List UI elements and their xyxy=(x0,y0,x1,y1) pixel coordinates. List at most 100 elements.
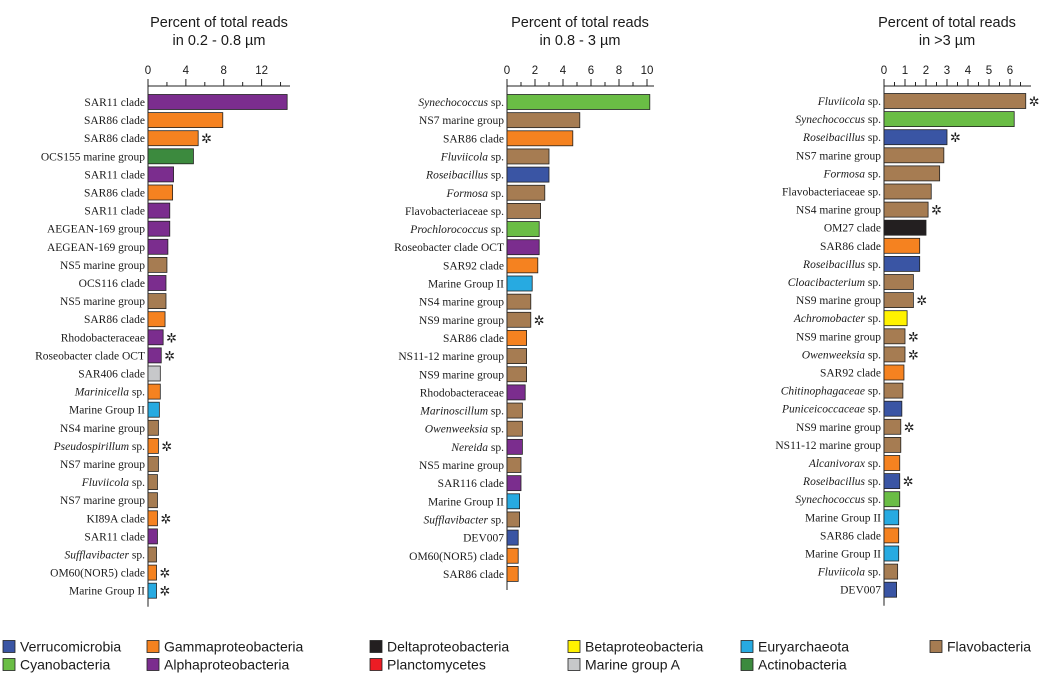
bar xyxy=(506,438,523,455)
category-name: SAR86 clade xyxy=(820,241,881,253)
category-label: Fluviicola sp. xyxy=(440,151,504,163)
legend-swatch xyxy=(929,640,943,653)
significance-star: ✲ xyxy=(903,475,914,490)
category-name: Rhodobacteraceae xyxy=(420,387,504,399)
category-name: SAR86 clade xyxy=(443,333,504,345)
category-suffix: sp. xyxy=(488,97,504,109)
bar xyxy=(147,528,158,545)
bar xyxy=(147,220,171,237)
bar xyxy=(147,365,161,382)
bar xyxy=(883,382,904,399)
category-name: SAR92 clade xyxy=(443,260,504,272)
category-label: NS9 marine group xyxy=(796,422,881,434)
category-label: NS4 marine group xyxy=(419,297,504,309)
bar xyxy=(883,436,902,453)
category-label: SAR86 clade xyxy=(84,115,145,127)
legend-label: Marine group A xyxy=(585,657,681,673)
category-name: Fluviicola xyxy=(817,96,866,108)
category-name: Flavobacteriaceae sp. xyxy=(405,206,504,218)
category-name: Roseibacillus xyxy=(802,259,865,271)
legend-item: Gammaproteobacteria xyxy=(146,639,304,655)
category-label: NS9 marine group xyxy=(419,369,504,381)
bar xyxy=(506,420,523,437)
panel-title-line: in >3 µm xyxy=(919,33,975,49)
category-name: NS4 marine group xyxy=(60,423,145,435)
bar xyxy=(506,457,522,473)
bar xyxy=(506,311,532,328)
x-tick-label: 0 xyxy=(145,65,151,77)
legend-item: Deltaproteobacteria xyxy=(369,639,509,655)
bar xyxy=(506,402,523,419)
category-suffix: sp. xyxy=(865,494,881,506)
category-label: Synechococcus sp. xyxy=(418,97,504,109)
category-name: Sufflavibacter xyxy=(65,550,130,562)
category-name: Fluviicola xyxy=(81,477,130,489)
legend-swatch xyxy=(146,658,160,671)
legend-label: Betaproteobacteria xyxy=(585,639,704,655)
category-name: Roseibacillus xyxy=(802,132,865,144)
category-name: OCS155 marine group xyxy=(41,151,145,163)
panel-title-line: in 0.8 - 3 µm xyxy=(540,33,621,49)
category-name: NS9 marine group xyxy=(796,422,881,434)
category-label: Flavobacteriaceae sp. xyxy=(405,206,504,218)
category-label: Pseudospirillum sp. xyxy=(53,441,145,453)
significance-star: ✲ xyxy=(904,421,915,436)
bar xyxy=(883,219,927,236)
category-suffix: sp. xyxy=(865,168,881,180)
x-tick-label: 4 xyxy=(560,65,567,77)
category-label: OCS155 marine group xyxy=(41,151,145,163)
category-name: NS5 marine group xyxy=(419,460,504,472)
category-label: Formosa sp. xyxy=(822,168,881,180)
legend-label: Euryarchaeota xyxy=(758,639,849,655)
bar xyxy=(147,184,174,201)
category-label: NS11-12 marine group xyxy=(775,440,881,452)
category-label: NS5 marine group xyxy=(419,460,504,472)
bar xyxy=(506,94,651,110)
category-name: Synechococcus xyxy=(418,97,488,109)
category-suffix: sp. xyxy=(865,132,881,144)
category-label: NS5 marine group xyxy=(60,260,145,272)
category-name: Pseudospirillum xyxy=(53,441,129,453)
category-name: NS4 marine group xyxy=(419,297,504,309)
significance-star: ✲ xyxy=(160,585,171,600)
bar xyxy=(883,111,1015,127)
x-tick-label: 0 xyxy=(504,65,510,77)
legend-label: Planctomycetes xyxy=(387,657,486,673)
category-name: SAR11 clade xyxy=(84,206,145,218)
category-name: Puniceicoccaceae xyxy=(781,404,865,416)
bar xyxy=(147,166,174,183)
bar xyxy=(506,330,528,346)
bar xyxy=(147,275,167,291)
category-name: NS4 marine group xyxy=(796,205,881,217)
bar xyxy=(883,364,905,381)
category-name: SAR11 clade xyxy=(84,169,145,181)
category-label: NS9 marine group xyxy=(419,315,504,327)
x-tick-label: 8 xyxy=(221,65,227,77)
bar xyxy=(147,401,160,418)
category-suffix: sp. xyxy=(865,277,881,289)
category-label: AEGEAN-169 group xyxy=(47,224,145,236)
category-name: NS7 marine group xyxy=(60,459,145,471)
category-suffix: sp. xyxy=(129,441,145,453)
category-label: Fluviicola sp. xyxy=(817,567,881,579)
category-label: OM60(NOR5) clade xyxy=(409,551,504,563)
bar xyxy=(506,239,540,256)
category-label: Roseibacillus sp. xyxy=(425,170,504,182)
legend-item: Betaproteobacteria xyxy=(567,639,704,655)
bar xyxy=(506,475,522,492)
category-suffix: sp. xyxy=(488,514,504,526)
bar xyxy=(883,418,902,435)
x-tick-label: 0 xyxy=(881,65,887,77)
category-label: Marine Group II xyxy=(805,549,881,561)
legend-label: Cyanobacteria xyxy=(20,657,110,673)
x-tick-label: 6 xyxy=(588,65,594,77)
category-label: SAR406 clade xyxy=(78,369,145,381)
category-suffix: sp. xyxy=(488,188,504,200)
category-name: Marine Group II xyxy=(428,279,504,291)
bar xyxy=(147,456,159,472)
bar xyxy=(147,564,157,581)
legend-swatch xyxy=(146,640,160,653)
legend-swatch xyxy=(2,658,16,671)
category-suffix: sp. xyxy=(865,349,881,361)
bar xyxy=(506,148,550,165)
